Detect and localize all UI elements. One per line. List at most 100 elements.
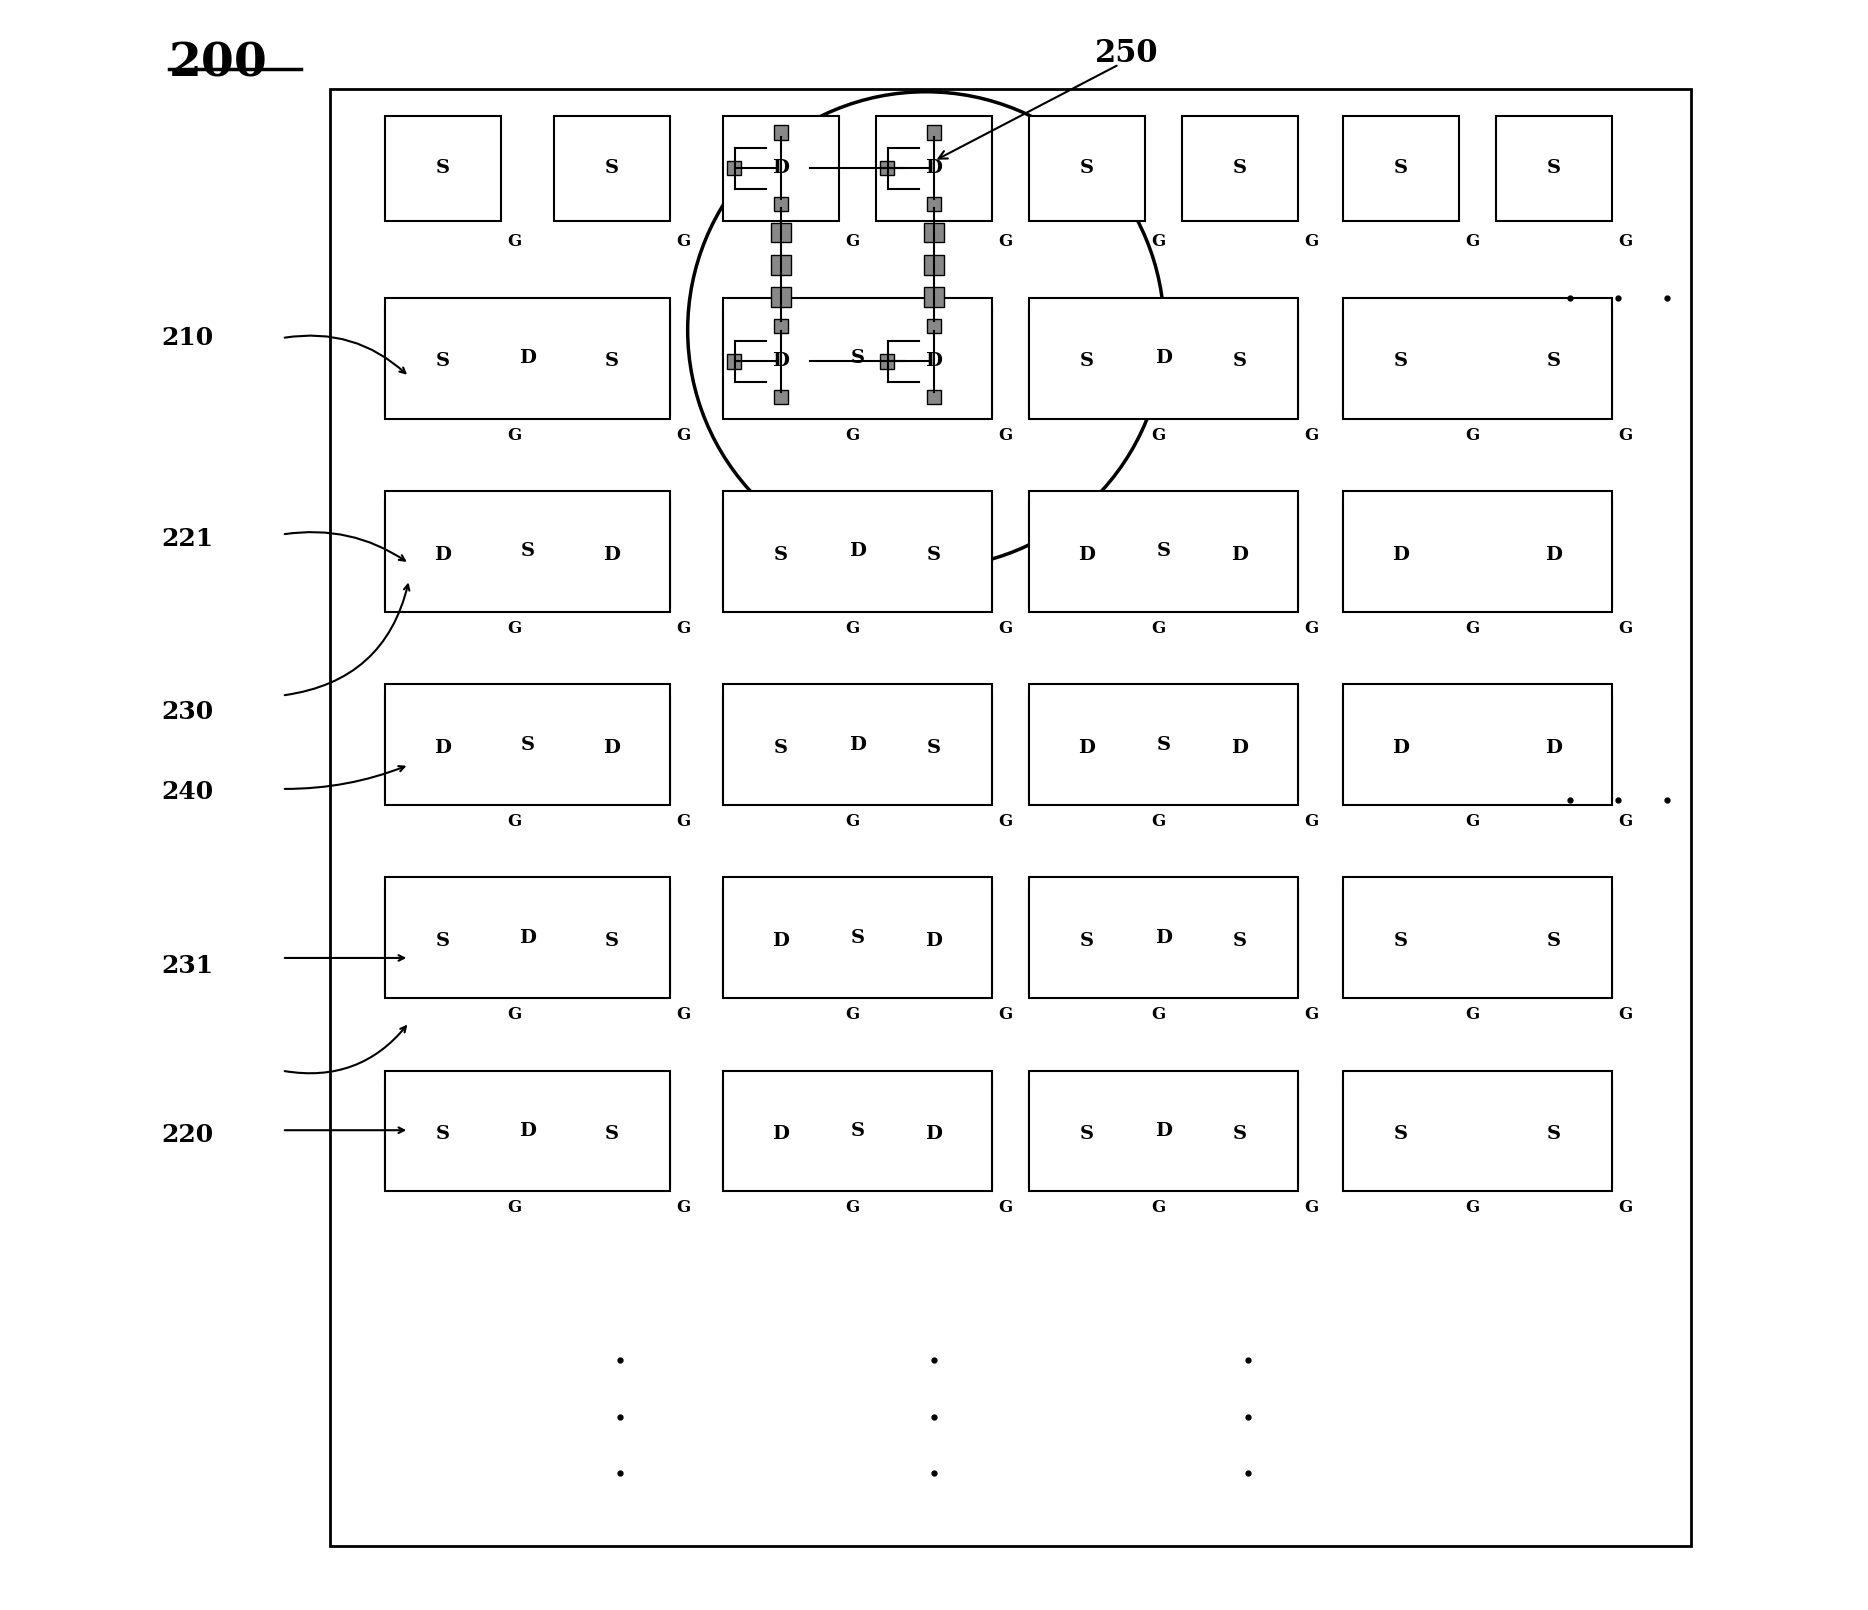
Bar <box>876 889 992 993</box>
Text: 200: 200 <box>170 40 269 87</box>
Bar <box>876 696 992 800</box>
Text: G: G <box>508 427 521 444</box>
Bar <box>1182 889 1298 993</box>
Text: S: S <box>1233 1125 1248 1143</box>
Text: D: D <box>925 159 943 177</box>
Bar <box>1029 1071 1298 1191</box>
Text: 220: 220 <box>161 1124 213 1146</box>
Bar <box>773 319 788 333</box>
Text: D: D <box>1231 739 1248 757</box>
Text: D: D <box>1545 546 1562 564</box>
Bar <box>773 390 788 404</box>
Bar <box>1029 502 1145 607</box>
Bar <box>555 309 671 414</box>
Text: S: S <box>1233 353 1248 370</box>
Bar <box>723 684 992 805</box>
Text: D: D <box>1078 739 1095 757</box>
Bar <box>1182 1082 1298 1187</box>
Bar <box>1343 1071 1612 1191</box>
Text: G: G <box>1465 1199 1479 1217</box>
Bar <box>555 502 671 607</box>
Bar <box>385 309 501 414</box>
Text: D: D <box>925 932 943 950</box>
Text: G: G <box>998 233 1012 251</box>
Text: S: S <box>1547 353 1562 370</box>
Text: S: S <box>1233 159 1248 177</box>
Text: S: S <box>435 353 450 370</box>
Text: G: G <box>1304 1006 1319 1024</box>
Text: D: D <box>519 1122 536 1140</box>
Text: S: S <box>1080 1125 1095 1143</box>
Text: S: S <box>605 353 618 370</box>
Bar <box>771 287 790 306</box>
Text: S: S <box>927 546 941 564</box>
Bar <box>876 502 992 607</box>
Text: S: S <box>1080 159 1095 177</box>
Text: D: D <box>519 929 536 947</box>
Text: G: G <box>1618 1199 1633 1217</box>
Text: G: G <box>1151 813 1166 831</box>
Bar <box>1496 889 1612 993</box>
Bar <box>385 298 671 419</box>
Text: D: D <box>1231 546 1248 564</box>
Text: 230: 230 <box>161 700 213 723</box>
Bar <box>773 196 788 211</box>
Text: G: G <box>846 233 859 251</box>
Bar <box>1343 491 1612 612</box>
Bar <box>385 877 671 998</box>
Bar <box>1343 877 1612 998</box>
Text: S: S <box>1156 736 1171 753</box>
Text: 240: 240 <box>161 781 213 803</box>
Text: D: D <box>1078 546 1095 564</box>
Bar <box>1343 1082 1459 1187</box>
Text: S: S <box>850 1122 865 1140</box>
Bar <box>925 254 943 274</box>
Text: G: G <box>1151 620 1166 638</box>
Bar <box>1029 116 1145 221</box>
Text: D: D <box>603 546 620 564</box>
Bar <box>927 319 941 333</box>
Text: G: G <box>1618 813 1633 831</box>
Bar <box>1029 889 1145 993</box>
Bar <box>331 89 1691 1546</box>
Bar <box>880 161 895 175</box>
Text: G: G <box>1465 813 1479 831</box>
Text: S: S <box>1394 1125 1408 1143</box>
Text: G: G <box>1465 427 1479 444</box>
Bar <box>385 1071 671 1191</box>
Text: D: D <box>773 1125 790 1143</box>
Text: S: S <box>773 546 788 564</box>
Text: D: D <box>850 543 867 560</box>
Bar <box>1029 1082 1145 1187</box>
Bar <box>385 116 501 221</box>
Text: D: D <box>1545 739 1562 757</box>
Text: S: S <box>1394 353 1408 370</box>
Text: G: G <box>508 1006 521 1024</box>
Text: G: G <box>846 813 859 831</box>
Text: G: G <box>998 813 1012 831</box>
Text: 221: 221 <box>161 528 213 551</box>
Bar <box>723 298 992 419</box>
Text: S: S <box>435 159 450 177</box>
Bar <box>1496 116 1612 221</box>
Bar <box>1029 298 1298 419</box>
Text: D: D <box>435 739 452 757</box>
Bar <box>555 696 671 800</box>
Text: S: S <box>1080 353 1095 370</box>
Text: G: G <box>1465 620 1479 638</box>
Text: G: G <box>846 1199 859 1217</box>
Text: D: D <box>1154 349 1171 367</box>
Text: G: G <box>998 427 1012 444</box>
Text: 250: 250 <box>1095 37 1158 69</box>
Text: 210: 210 <box>161 327 213 349</box>
Bar <box>1496 1082 1612 1187</box>
Text: S: S <box>521 543 534 560</box>
Text: D: D <box>925 353 943 370</box>
Bar <box>925 222 943 241</box>
Text: D: D <box>1392 739 1408 757</box>
Text: D: D <box>1154 929 1171 947</box>
Text: G: G <box>1151 427 1166 444</box>
Text: D: D <box>603 739 620 757</box>
Bar <box>723 1071 992 1191</box>
Text: G: G <box>1618 1006 1633 1024</box>
